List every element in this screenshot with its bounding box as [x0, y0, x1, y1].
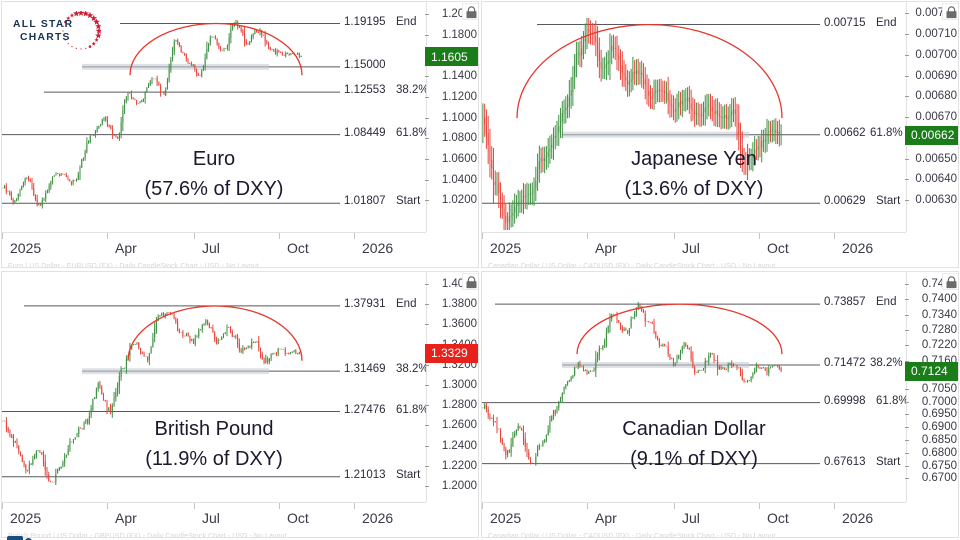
svg-text:CHARTS: CHARTS: [20, 32, 71, 43]
svg-text:ALL STAR: ALL STAR: [13, 19, 73, 30]
